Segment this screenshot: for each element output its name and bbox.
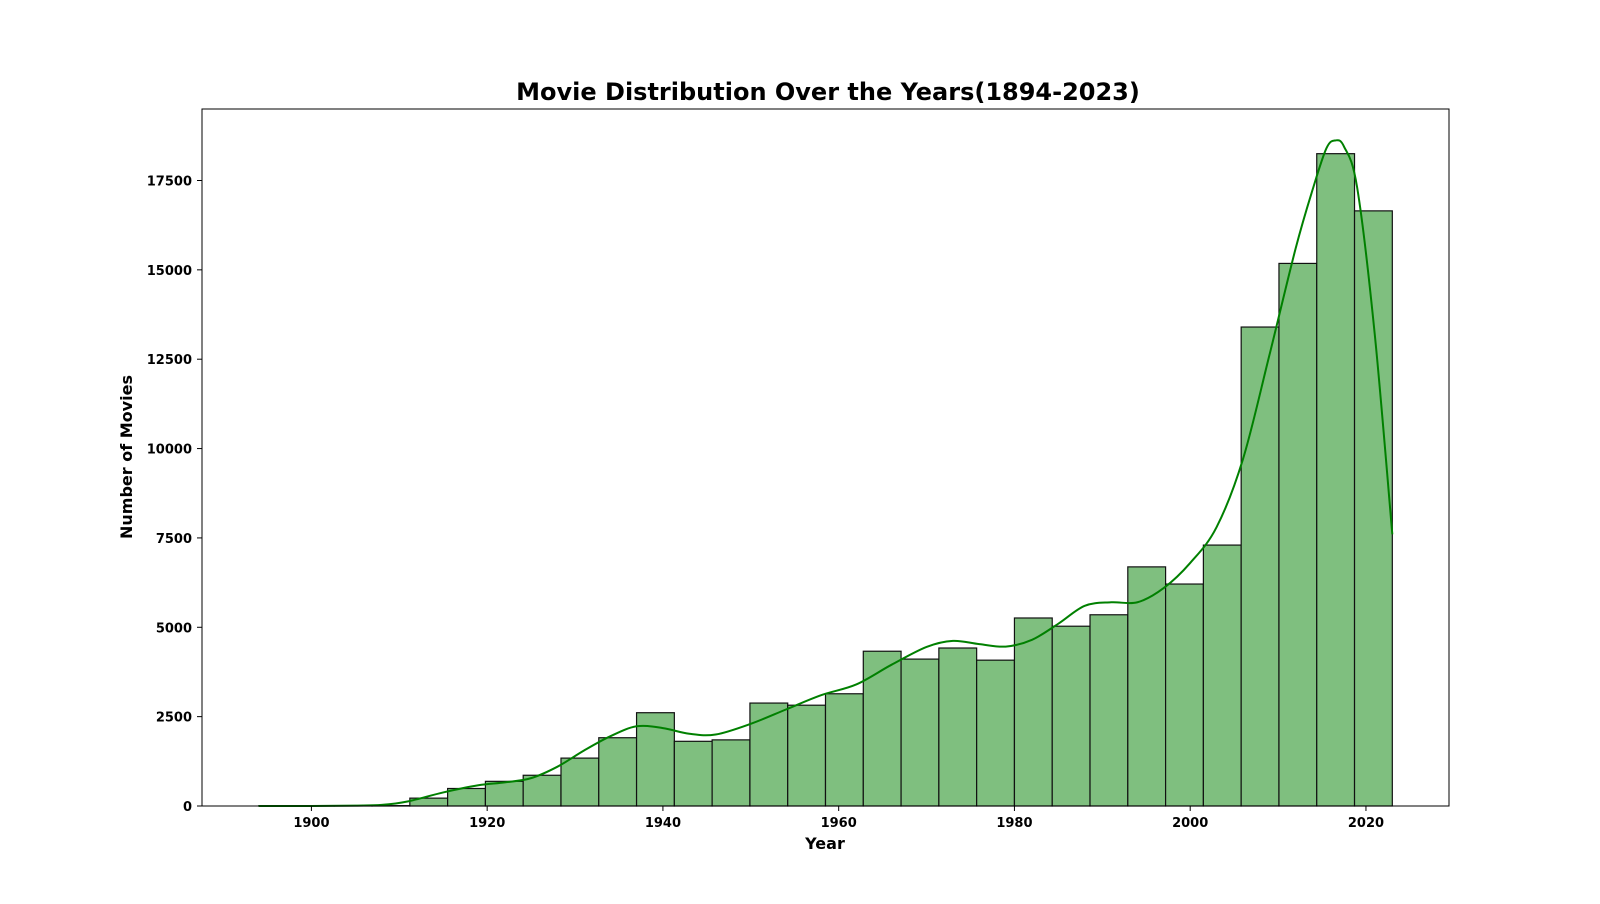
histogram-bar: [1052, 626, 1090, 806]
histogram-bar: [750, 703, 788, 806]
histogram-bar: [863, 651, 901, 806]
x-tick-label: 2020: [1348, 816, 1384, 831]
histogram-bar: [523, 775, 561, 806]
histogram-bar: [485, 781, 523, 806]
histogram-bar: [1014, 618, 1052, 806]
histogram-bar: [1203, 545, 1241, 806]
y-tick-label: 17500: [147, 174, 192, 189]
histogram-bar: [1279, 263, 1317, 806]
histogram-bar: [712, 740, 750, 806]
y-tick-label: 2500: [156, 711, 192, 726]
x-tick-label: 1940: [645, 816, 681, 831]
y-tick-label: 10000: [147, 443, 192, 458]
x-tick-label: 1980: [996, 816, 1032, 831]
x-tick-label: 1960: [821, 816, 857, 831]
y-tick-label: 12500: [147, 353, 192, 368]
x-tick-label: 1900: [293, 816, 329, 831]
histogram-bar: [561, 758, 599, 806]
histogram-bar: [1355, 211, 1393, 806]
y-tick-label: 15000: [147, 264, 192, 279]
bars-layer: [259, 154, 1393, 806]
histogram-bar: [674, 741, 712, 806]
y-tick-label: 0: [183, 800, 192, 815]
histogram-bar: [1241, 327, 1279, 806]
x-axis: 1900 1920 1940 1960 1980 2000 2020: [293, 806, 1384, 831]
y-tick-label: 7500: [156, 532, 192, 547]
histogram-bar: [1317, 154, 1355, 806]
x-axis-label: Year: [804, 834, 845, 853]
y-axis: 0 2500 5000 7500 10000 12500 15000 17500: [147, 174, 202, 815]
y-tick-label: 5000: [156, 621, 192, 636]
histogram-bar: [977, 660, 1015, 806]
histogram-bar: [1166, 584, 1204, 806]
histogram-bar: [599, 738, 637, 806]
x-tick-label: 1920: [469, 816, 505, 831]
histogram-bar: [826, 694, 864, 806]
y-axis-label: Number of Movies: [117, 375, 136, 539]
histogram-bar: [939, 648, 977, 806]
chart-title: Movie Distribution Over the Years(1894-2…: [516, 78, 1140, 106]
histogram-bar: [1090, 615, 1128, 806]
x-tick-label: 2000: [1172, 816, 1208, 831]
histogram-bar: [901, 659, 939, 806]
histogram-bar: [788, 705, 826, 806]
